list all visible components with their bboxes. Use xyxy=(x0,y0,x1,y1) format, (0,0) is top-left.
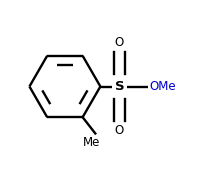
Text: Me: Me xyxy=(83,136,100,149)
Text: OMe: OMe xyxy=(150,80,176,93)
Text: S: S xyxy=(115,80,124,93)
Text: O: O xyxy=(115,36,124,49)
Text: O: O xyxy=(115,124,124,137)
